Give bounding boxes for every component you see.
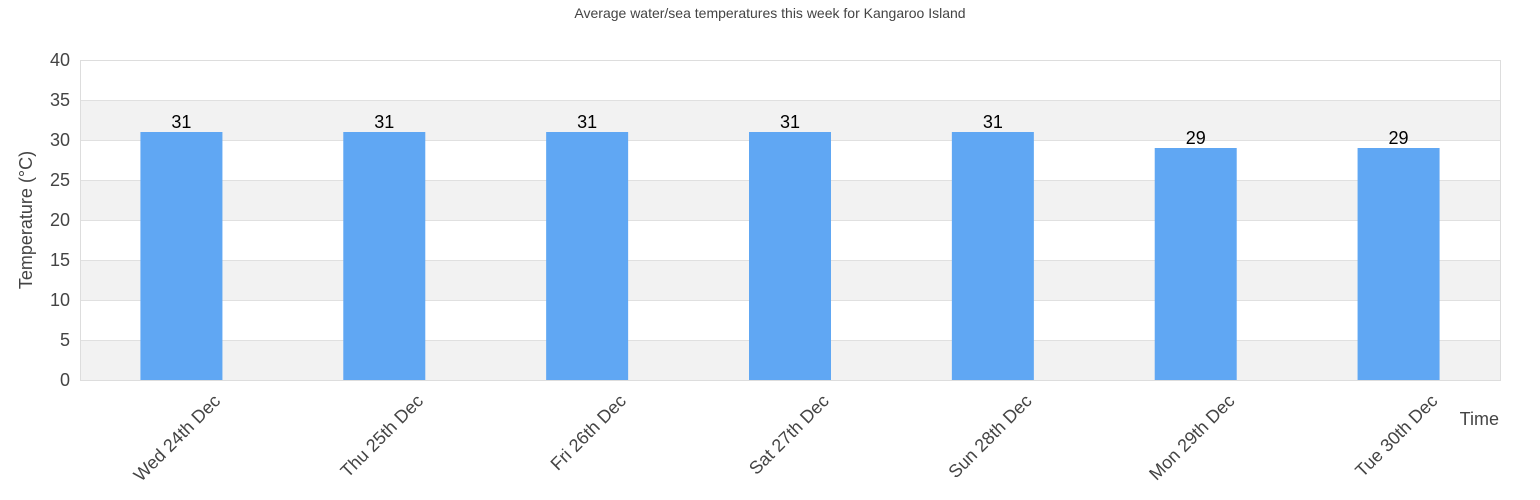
bar[interactable] xyxy=(951,132,1034,380)
bar[interactable] xyxy=(343,132,426,380)
y-tick-label: 10 xyxy=(50,290,70,310)
x-tick-label: Sun 28th Dec xyxy=(944,391,1035,482)
bar-value-label: 29 xyxy=(1186,128,1206,148)
y-tick-label: 25 xyxy=(50,170,70,190)
y-tick-label: 40 xyxy=(50,50,70,70)
bar-value-label: 31 xyxy=(577,112,597,132)
y-tick-label: 20 xyxy=(50,210,70,230)
bar[interactable] xyxy=(749,132,831,380)
bars: 31 31 31 31 31 29 29 xyxy=(140,112,1440,380)
bar-value-label: 29 xyxy=(1389,128,1409,148)
x-tick-label: Thu 25th Dec xyxy=(337,391,428,482)
bar-value-label: 31 xyxy=(171,112,191,132)
x-axis-label: Time xyxy=(1460,409,1499,429)
x-tick-label: Wed 24th Dec xyxy=(130,391,225,486)
y-axis-label: Temperature (°C) xyxy=(16,151,36,289)
y-tick-label: 30 xyxy=(50,130,70,150)
x-axis-ticks: Wed 24th Dec Thu 25th Dec Fri 26th Dec Sat … xyxy=(130,391,1442,486)
y-tick-label: 0 xyxy=(60,370,70,390)
bar[interactable] xyxy=(546,132,629,380)
x-tick-label: Sat 27th Dec xyxy=(745,391,833,479)
bar-value-label: 31 xyxy=(780,112,800,132)
y-tick-label: 5 xyxy=(60,330,70,350)
bar[interactable] xyxy=(1154,148,1237,380)
bar-value-label: 31 xyxy=(983,112,1003,132)
y-tick-label: 15 xyxy=(50,250,70,270)
y-axis-ticks: 0 5 10 15 20 25 30 35 40 xyxy=(50,50,70,390)
x-tick-label: Fri 26th Dec xyxy=(546,391,629,474)
plot-border xyxy=(80,60,1501,381)
bar-value-label: 31 xyxy=(374,112,394,132)
chart-title: Average water/sea temperatures this week… xyxy=(574,5,965,21)
y-tick-label: 35 xyxy=(50,90,70,110)
bar[interactable] xyxy=(140,132,223,380)
bar[interactable] xyxy=(1357,148,1440,380)
x-tick-label: Mon 29th Dec xyxy=(1145,391,1238,484)
x-tick-label: Tue 30th Dec xyxy=(1351,391,1441,481)
